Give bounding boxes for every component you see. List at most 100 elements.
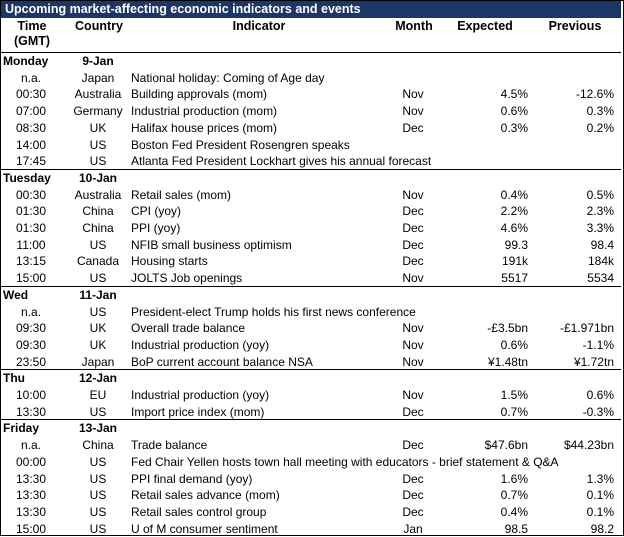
day-name: Thu bbox=[3, 371, 25, 386]
country-cell: Australia bbox=[74, 87, 122, 102]
country-cell: China bbox=[82, 438, 114, 453]
indicator-cell: BoP current account balance NSA bbox=[131, 354, 313, 369]
month-cell: Dec bbox=[402, 488, 424, 503]
table-title: Upcoming market-affecting economic indic… bbox=[1, 1, 621, 18]
previous-cell: $44.23bn bbox=[563, 438, 614, 453]
expected-cell: 98.5 bbox=[504, 521, 528, 536]
month-cell: Dec bbox=[402, 237, 424, 252]
country-cell: US bbox=[89, 404, 107, 419]
expected-cell: 4.6% bbox=[500, 221, 528, 235]
expected-header: Expected bbox=[457, 19, 513, 33]
country-cell: UK bbox=[89, 120, 107, 135]
day-name: Tuesday bbox=[3, 170, 51, 185]
time-cell: 01:30 bbox=[15, 221, 47, 235]
indicator-cell: Atlanta Fed President Lockhart gives his… bbox=[131, 154, 432, 169]
country-cell: Australia bbox=[74, 187, 122, 202]
expected-cell: 5517 bbox=[501, 271, 528, 286]
country-cell: US bbox=[89, 488, 107, 503]
previous-cell bbox=[530, 70, 614, 86]
month-cell: Nov bbox=[402, 271, 424, 286]
month-cell: Dec bbox=[402, 504, 424, 519]
time-cell: 13:30 bbox=[15, 471, 47, 486]
month-cell: Jan bbox=[403, 521, 423, 536]
time-cell: 08:30 bbox=[15, 120, 47, 135]
previous-cell: 0.5% bbox=[586, 187, 614, 202]
indicator-cell: U of M consumer sentiment bbox=[131, 521, 278, 536]
day-date: 11-Jan bbox=[79, 287, 117, 302]
day-name: Friday bbox=[3, 421, 40, 436]
day-separator bbox=[1, 168, 621, 170]
time-cell: 09:30 bbox=[15, 337, 47, 352]
previous-cell bbox=[530, 153, 614, 169]
time-header-line2: (GMT) bbox=[13, 34, 51, 48]
indicator-cell: Fed Chair Yellen hosts town hall meeting… bbox=[131, 454, 559, 469]
time-header: Time (GMT) bbox=[1, 19, 63, 49]
month-cell: Dec bbox=[402, 204, 424, 219]
column-header-row: Time (GMT) Country Indicator Month Expec… bbox=[1, 18, 621, 53]
time-cell: 09:30 bbox=[15, 321, 47, 336]
expected-cell: 99.3 bbox=[504, 237, 528, 252]
month-cell: Nov bbox=[402, 337, 424, 352]
expected-cell: 0.6% bbox=[500, 104, 528, 119]
expected-cell: $47.6bn bbox=[484, 438, 528, 453]
expected-cell: 0.3% bbox=[500, 120, 528, 135]
country-cell: US bbox=[89, 237, 107, 252]
indicator-cell: CPI (yoy) bbox=[131, 204, 182, 219]
month-cell: Dec bbox=[402, 120, 424, 135]
month-cell: Dec bbox=[402, 404, 424, 419]
previous-header: Previous bbox=[548, 19, 602, 33]
day-name: Monday bbox=[3, 54, 49, 68]
country-cell: US bbox=[89, 304, 107, 319]
month-cell bbox=[382, 153, 444, 169]
previous-cell: 1.3% bbox=[586, 471, 614, 486]
indicator-cell: NFIB small business optimism bbox=[131, 237, 292, 252]
time-cell: 00:00 bbox=[15, 454, 47, 469]
previous-cell: 0.1% bbox=[586, 488, 614, 503]
indicator-cell: Housing starts bbox=[131, 254, 208, 269]
previous-cell: 0.2% bbox=[586, 120, 614, 135]
day-separator bbox=[1, 285, 621, 287]
month-cell: Dec bbox=[402, 254, 424, 269]
indicator-cell: PPI final demand (yoy) bbox=[131, 471, 253, 486]
day-date: 9-Jan bbox=[82, 54, 114, 68]
expected-cell: 2.2% bbox=[500, 204, 528, 219]
country-cell: US bbox=[89, 471, 107, 486]
previous-cell: -1.1% bbox=[582, 337, 614, 352]
time-cell: 13:30 bbox=[15, 488, 47, 503]
expected-cell bbox=[444, 304, 528, 320]
indicator-cell: Industrial production (yoy) bbox=[131, 388, 270, 402]
day-date: 12-Jan bbox=[78, 371, 118, 386]
time-cell: 10:00 bbox=[15, 388, 47, 402]
indicator-cell: Building approvals (mom) bbox=[131, 87, 268, 102]
day-name: Wed bbox=[3, 287, 29, 302]
country-cell: UK bbox=[89, 321, 107, 336]
month-cell: Nov bbox=[402, 388, 424, 402]
previous-cell: 0.6% bbox=[586, 388, 614, 402]
day-date: 13-Jan bbox=[78, 421, 118, 436]
month-cell: Nov bbox=[402, 87, 424, 102]
previous-cell bbox=[530, 137, 614, 153]
day-separator bbox=[1, 419, 621, 421]
country-cell: US bbox=[89, 454, 107, 469]
month-cell: Dec bbox=[402, 221, 424, 235]
country-cell: Germany bbox=[73, 104, 123, 119]
indicator-cell: Industrial production (yoy) bbox=[131, 337, 270, 352]
previous-cell: 5534 bbox=[587, 271, 614, 286]
month-cell: Dec bbox=[402, 471, 424, 486]
month-cell bbox=[382, 304, 444, 320]
previous-cell: 98.4 bbox=[590, 237, 614, 252]
indicator-cell: Retail sales (mom) bbox=[131, 187, 232, 202]
month-cell: Dec bbox=[402, 438, 424, 453]
time-cell: 13:30 bbox=[15, 404, 47, 419]
indicator-cell: Import price index (mom) bbox=[131, 404, 265, 419]
indicator-cell: Industrial production (mom) bbox=[131, 104, 278, 119]
expected-cell: -£3.5bn bbox=[487, 321, 528, 336]
country-header: Country bbox=[75, 19, 123, 33]
previous-cell: -12.6% bbox=[575, 87, 614, 102]
time-cell: 13:30 bbox=[15, 504, 47, 519]
month-cell bbox=[382, 454, 444, 470]
country-cell: UK bbox=[89, 337, 107, 352]
expected-cell: 0.4% bbox=[500, 504, 528, 519]
time-cell: 15:00 bbox=[15, 521, 47, 536]
month-header: Month bbox=[395, 19, 433, 33]
